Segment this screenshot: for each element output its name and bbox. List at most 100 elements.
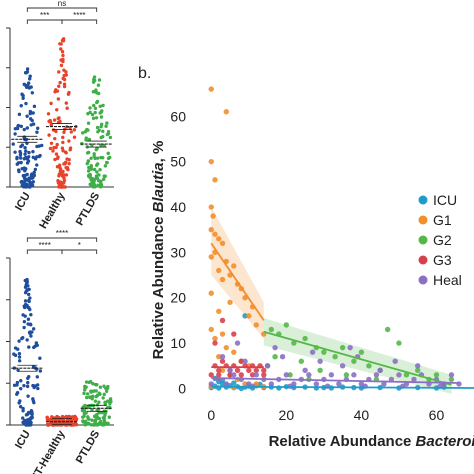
data-point [95,162,100,166]
data-point [88,395,92,400]
data-point [208,158,214,165]
data-point [18,151,23,156]
data-point [102,392,106,397]
data-point [231,380,237,386]
x-tick-label: 20 [279,407,295,423]
data-point [84,380,89,384]
data-point [40,143,44,148]
data-point [86,174,91,178]
data-point [12,366,17,370]
data-point [17,359,22,363]
data-point [19,144,23,149]
data-point [58,181,63,185]
data-point [212,177,218,183]
data-point [86,121,91,125]
trend-line [210,242,265,321]
data-point [27,306,31,310]
data-point [317,358,323,364]
data-point [58,80,62,85]
data-point [94,394,99,399]
data-point [351,372,357,378]
data-point [313,381,320,387]
data-point [227,299,233,305]
data-point [15,383,19,387]
data-point [19,104,23,108]
significance-label: **** [73,11,85,20]
data-point [18,399,22,403]
data-point [15,126,20,131]
x-tick-label: IT-Healthy [31,428,68,474]
data-point [29,173,34,177]
data-point [91,382,95,386]
data-point [95,170,99,174]
data-point [396,340,402,346]
data-point [208,254,214,260]
data-point [343,372,350,378]
x-tick-label: ICU [13,428,33,450]
data-point [90,112,95,117]
data-point [64,151,68,155]
data-point [27,345,31,349]
data-point [223,381,229,387]
data-point [242,358,248,364]
data-point [99,183,104,187]
data-point [433,372,440,378]
data-point [268,326,275,333]
significance-bracket [26,7,98,12]
data-point [62,130,66,135]
data-point [53,136,57,141]
data-point [26,317,31,321]
data-point [62,77,67,82]
data-point [32,104,37,109]
data-point [97,173,101,177]
data-point [11,142,15,146]
data-point [100,410,104,415]
data-point [234,367,241,374]
data-point [64,101,69,105]
data-point [58,42,62,46]
x-tick-label: 60 [429,407,445,423]
legend-marker [418,215,428,225]
data-point [64,73,68,77]
data-point [22,419,27,423]
data-point [212,335,218,342]
data-point [94,147,99,152]
data-point [19,379,23,383]
data-point [83,420,87,424]
data-point [105,132,110,137]
data-point [48,120,53,124]
data-point [63,162,67,166]
data-point [51,149,55,153]
data-point [38,153,42,158]
data-point [55,89,60,93]
data-point [61,135,65,140]
data-point [27,176,31,180]
data-point [31,122,36,126]
data-point [82,391,86,396]
data-point [96,83,101,87]
significance-bracket [61,249,98,254]
data-point [95,416,100,420]
data-point [231,331,237,337]
data-point [98,111,102,115]
data-point [31,399,36,403]
panel-b-label: b. [138,65,151,82]
data-point [23,299,28,303]
data-point [35,343,39,347]
data-point [15,392,19,396]
data-point [61,140,65,145]
data-point [33,366,38,370]
data-point [23,314,27,318]
data-point [223,344,229,351]
data-point [92,103,96,108]
data-point [26,155,31,159]
data-point [210,213,216,219]
data-point [108,401,112,406]
data-point [88,380,93,384]
data-point [18,156,23,160]
data-point [74,417,79,421]
data-point [283,372,290,378]
data-point [22,183,26,188]
data-point [22,325,26,330]
